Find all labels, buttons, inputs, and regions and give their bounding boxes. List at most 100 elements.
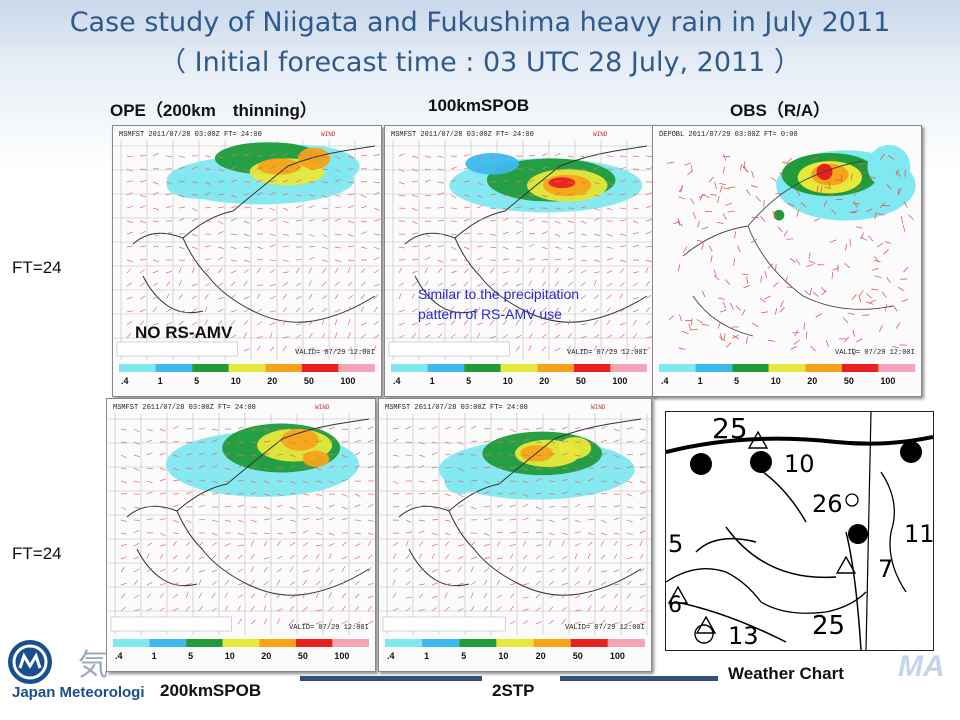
color-scale-label: 50: [576, 376, 586, 386]
weather-symbol: [835, 555, 857, 574]
weather-symbol: [667, 585, 689, 604]
station-marker: [848, 524, 868, 544]
wind-tag: WIND: [591, 404, 606, 411]
map-area: [107, 413, 375, 635]
color-scale-label: 50: [573, 651, 583, 661]
color-swatch: [537, 364, 574, 372]
label-200kmspob: 200kmSPOB: [160, 681, 262, 700]
chart-number: 26: [812, 490, 843, 518]
color-swatch: [607, 639, 645, 647]
weather-chart-canvas: 25 10 26 11 7 5 13 25 6: [666, 412, 933, 650]
jma-logo-icon: [8, 640, 52, 684]
color-swatch: [149, 639, 187, 647]
color-scale-label: 20: [261, 651, 271, 661]
color-swatch: [496, 639, 534, 647]
color-scale-label: 100: [880, 376, 895, 386]
wind-tag: WIND: [315, 404, 330, 411]
stats-box: [382, 616, 506, 632]
color-scale-label: 1: [152, 651, 157, 661]
color-scale-label: 5: [188, 651, 193, 661]
chart-number: 11: [904, 520, 933, 548]
color-scale-label: 1: [430, 376, 435, 386]
color-scale-label: 5: [734, 376, 739, 386]
jma-watermark: MA: [898, 650, 945, 683]
slide-title: Case study of Niigata and Fukushima heav…: [69, 7, 891, 38]
color-swatch: [768, 364, 806, 372]
chart-number: 25: [812, 611, 845, 641]
color-swatch: [570, 639, 608, 647]
row-label-ft24-top: FT=24: [12, 258, 62, 277]
slide-subtitle: （ Initial forecast time : 03 UTC 28 July…: [159, 47, 801, 78]
valid-time-text: VALID= 07/29 12:00I: [835, 349, 915, 357]
forecast-map-200kmspob: MSMFST 2011/07/28 03:00Z FT= 24:00 WIND VA…: [106, 398, 376, 672]
map-canvas: DEPOBL 2011/07/29 03:00Z FT= 0:00 VALID= …: [659, 131, 916, 386]
similar-pattern-note: Similar to the precipitation pattern of …: [418, 286, 580, 322]
color-scale-label: 5: [466, 376, 471, 386]
row-label-ft24-bottom: FT=24: [12, 544, 62, 563]
label-2stp: 2STP: [492, 681, 535, 700]
color-scale-label: 10: [225, 651, 235, 661]
stats-box: [388, 341, 510, 357]
color-swatch: [391, 364, 428, 372]
coastline: [666, 471, 907, 614]
map-canvas: MSMFST 2011/07/28 03:00Z FT= 24:00 WIND VA…: [113, 131, 381, 386]
wind-tag: WIND: [593, 131, 608, 138]
front-marker: [900, 441, 922, 463]
chart-number: 10: [784, 450, 815, 478]
color-scale-label: .4: [115, 651, 123, 661]
color-scale: .4 1 5 10 20 50 100: [385, 639, 645, 661]
color-scale-label: 100: [334, 651, 349, 661]
no-rs-amv-label: NO RS-AMV: [135, 323, 233, 342]
color-swatch: [228, 364, 266, 372]
coastline: [398, 418, 642, 596]
coastline: [132, 145, 376, 323]
chart-number: 5: [668, 530, 683, 558]
color-scale-label: 50: [298, 651, 308, 661]
forecast-map-100kmspob: MSMFST 2011/07/28 03:00Z FT= 24:00 WIND VA…: [384, 125, 654, 397]
color-scale-label: .4: [661, 376, 669, 386]
map-header-text: MSMFST 2011/07/28 03:00Z FT= 24:00: [113, 404, 256, 412]
color-scale-label: .4: [387, 651, 395, 661]
valid-time-text: VALID= 07/29 12:00I: [289, 624, 369, 632]
color-swatch: [459, 639, 497, 647]
color-swatch: [155, 364, 193, 372]
color-scale-label: 100: [340, 376, 355, 386]
color-swatch: [878, 364, 915, 372]
chart-number: 13: [728, 622, 759, 650]
jma-kanji-mark: 気: [78, 648, 108, 683]
color-scale-label: 1: [158, 376, 163, 386]
front-marker: [690, 453, 712, 475]
color-swatch: [332, 639, 369, 647]
color-scale-label: 10: [503, 376, 513, 386]
color-scale-label: 1: [698, 376, 703, 386]
color-scale-label: 100: [610, 651, 625, 661]
color-swatch: [500, 364, 538, 372]
color-scale: .4 1 5 10 20 50 100: [659, 364, 915, 386]
map-canvas: MSMFST 2011/07/28 03:00Z FT= 24:00 WIND VA…: [379, 404, 651, 661]
color-swatch: [265, 364, 302, 372]
map-header-text: MSMFST 2011/07/28 03:00Z FT= 24:00: [385, 404, 528, 412]
color-swatch: [338, 364, 375, 372]
front-line: [666, 435, 933, 454]
color-scale-label: 10: [231, 376, 241, 386]
valid-time-text: VALID= 07/29 12:00I: [295, 349, 375, 357]
map-area: [379, 413, 651, 635]
weather-chart: 25 10 26 11 7 5 13 25 6: [665, 411, 934, 651]
color-swatch: [427, 364, 465, 372]
map-header-text: MSMFST 2011/07/28 03:00Z FT= 24:00: [119, 131, 262, 139]
label-weather-chart: Weather Chart: [728, 664, 844, 683]
color-scale-label: 20: [807, 376, 817, 386]
color-scale-label: 20: [267, 376, 277, 386]
color-scale-label: 20: [536, 651, 546, 661]
color-scale-label: .4: [393, 376, 401, 386]
map-area: [385, 140, 653, 360]
color-swatch: [573, 364, 611, 372]
map-canvas: MSMFST 2011/07/28 03:00Z FT= 24:00 WIND VA…: [385, 131, 653, 386]
color-scale-label: 100: [612, 376, 627, 386]
chart-number: 7: [878, 555, 893, 583]
color-scale-label: 1: [424, 651, 429, 661]
header-100kmspob: 100kmSPOB: [428, 96, 530, 115]
color-swatch: [113, 639, 150, 647]
color-swatch: [805, 364, 842, 372]
color-scale-label: 5: [194, 376, 199, 386]
